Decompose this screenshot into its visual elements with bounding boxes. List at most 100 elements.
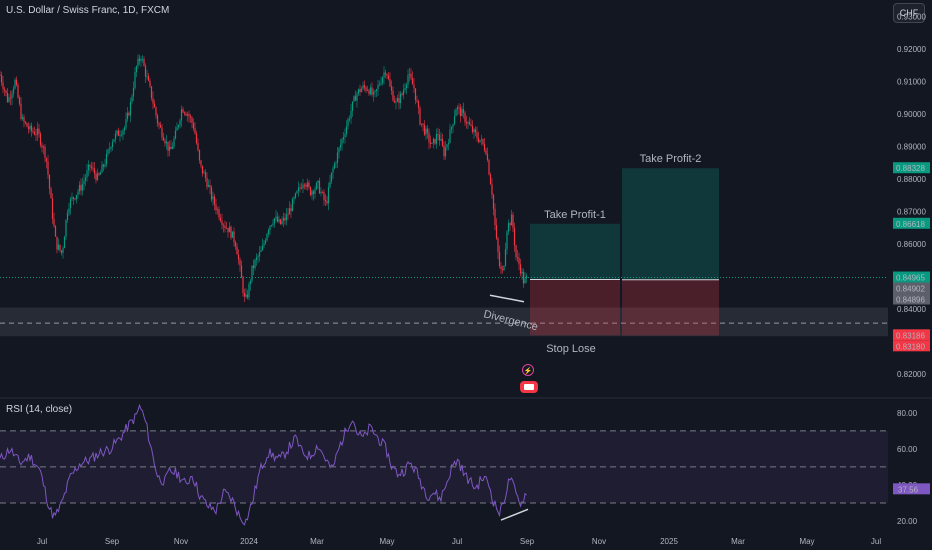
candle-body: [51, 198, 54, 219]
candle-body: [356, 93, 358, 101]
time-tick-label: Jul: [37, 537, 47, 546]
candle-body: [240, 265, 243, 279]
candle-body: [281, 220, 283, 224]
candle-body: [251, 265, 253, 281]
candle-body: [72, 197, 75, 199]
candle-body: [78, 184, 81, 192]
candle-body: [92, 167, 94, 169]
candle-body: [404, 88, 406, 91]
candle-body: [309, 187, 312, 196]
candle-body: [191, 117, 193, 123]
candle-body: [39, 133, 42, 146]
time-tick-label: May: [379, 537, 394, 546]
candle-body: [315, 182, 318, 190]
candle-body: [36, 128, 39, 135]
candle-body: [387, 75, 390, 80]
candle-body: [263, 243, 265, 246]
candle-body: [71, 197, 73, 200]
candle-body: [329, 181, 331, 188]
candle-body: [180, 109, 183, 121]
candle-body: [59, 244, 61, 251]
candle-body: [0, 74, 1, 76]
candle-body: [254, 260, 256, 269]
candle-body: [122, 130, 124, 135]
candle-body: [269, 225, 271, 231]
candle-body: [411, 78, 414, 85]
candle-body: [378, 84, 381, 86]
price-label-text: 0.84896: [896, 296, 925, 305]
time-tick-label: Mar: [731, 537, 745, 546]
candle-body: [18, 97, 21, 104]
candle-body: [156, 115, 159, 124]
time-tick-label: May: [799, 537, 814, 546]
candle-body: [74, 198, 76, 200]
price-label-text: 0.83180: [896, 342, 925, 351]
candle-body: [161, 127, 163, 138]
candle-body: [83, 180, 85, 185]
candle-body: [345, 126, 348, 135]
position-stop-box: [530, 279, 620, 336]
candle-body: [206, 177, 208, 187]
candle-body: [350, 110, 352, 119]
price-label-box: [893, 162, 930, 174]
price-label-box: [893, 293, 930, 305]
candle-body: [171, 146, 174, 149]
candle-body: [414, 88, 417, 101]
candle-body: [465, 122, 468, 124]
chart-title: U.S. Dollar / Swiss Franc, 1D, FXCM: [6, 5, 170, 16]
candle-body: [291, 199, 294, 211]
candle-body: [176, 127, 178, 131]
candle-body: [332, 168, 334, 173]
candle-body: [383, 72, 385, 78]
candle-body: [8, 97, 10, 102]
candle-body: [159, 125, 162, 128]
candle-body: [273, 218, 276, 224]
candle-body: [435, 133, 438, 144]
candle-body: [90, 166, 93, 168]
candle-body: [375, 89, 378, 91]
candle-body: [518, 257, 520, 265]
candle-body: [482, 139, 484, 144]
candle-body: [515, 245, 517, 258]
currency-button[interactable]: CHF: [893, 3, 925, 23]
candle-body: [384, 72, 387, 75]
candle-body: [60, 250, 63, 253]
candle-body: [303, 184, 306, 186]
support-zone: [0, 307, 888, 337]
candle-body: [359, 89, 361, 93]
candle-body: [192, 122, 195, 129]
position-stop-box: [622, 279, 719, 336]
candle-body: [243, 292, 246, 297]
candle-body: [144, 66, 147, 77]
candle-body: [84, 177, 87, 181]
candle-body: [524, 278, 526, 284]
candle-body: [152, 98, 154, 104]
candle-body: [221, 220, 223, 225]
candle-body: [525, 275, 528, 279]
candle-body: [45, 158, 48, 162]
candle-body: [426, 128, 429, 133]
candle-body: [279, 219, 282, 224]
candle-body: [224, 225, 226, 228]
candle-body: [471, 125, 474, 133]
candle-body: [62, 248, 64, 253]
candle-body: [195, 133, 198, 144]
candle-body: [318, 180, 321, 194]
time-tick-label: Sep: [520, 537, 535, 546]
candle-body: [480, 139, 483, 141]
candle-body: [390, 86, 393, 91]
candle-body: [408, 73, 411, 76]
candle-body: [498, 252, 501, 267]
price-tick-label: 0.82000: [897, 370, 926, 379]
candle-body: [197, 143, 199, 151]
candle-body: [168, 146, 171, 151]
candle-body: [360, 88, 363, 93]
candle-body: [296, 191, 298, 194]
candle-body: [317, 180, 319, 183]
candle-body: [450, 127, 453, 130]
candle-body: [137, 58, 139, 67]
candle-body: [204, 172, 207, 178]
candle-body: [449, 129, 451, 144]
candle-body: [44, 146, 46, 159]
